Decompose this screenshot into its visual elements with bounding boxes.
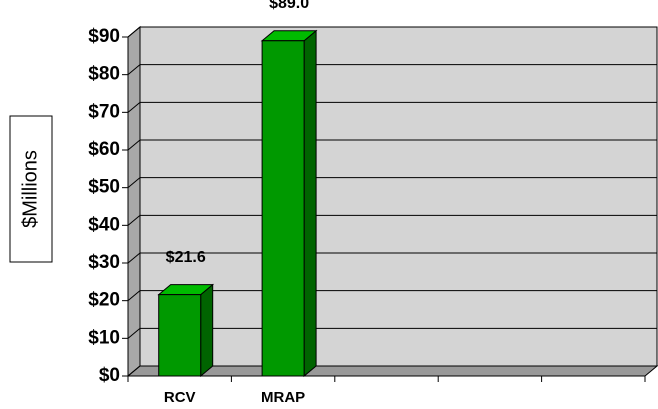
bar: [158, 294, 202, 377]
grid-line: [127, 64, 657, 76]
value-label: $89.0: [269, 0, 309, 12]
grid-line: [127, 290, 657, 302]
y-tick-label: $80: [88, 64, 120, 85]
bar-side: [303, 29, 317, 378]
bar-side: [200, 283, 214, 378]
y-tick-label: $70: [88, 101, 120, 122]
grid-line: [127, 26, 657, 38]
x-tick-label: RCV: [164, 389, 196, 406]
value-label: $21.6: [166, 249, 206, 266]
y-tick-label: $60: [88, 139, 120, 160]
grid-line: [127, 214, 657, 226]
y-tick-label: $0: [99, 365, 120, 386]
y-tick-label: $10: [88, 327, 120, 348]
grid-line: [127, 177, 657, 189]
y-label-box: [9, 115, 53, 263]
y-tick-label: $40: [88, 214, 120, 235]
grid-line: [127, 365, 657, 377]
grid-line: [127, 101, 657, 113]
y-axis-label: $Millions: [19, 150, 41, 228]
y-tick-label: $30: [88, 252, 120, 273]
bar: [261, 40, 305, 377]
back-wall: [139, 26, 658, 367]
grid-line: [127, 327, 657, 339]
grid-line: [127, 252, 657, 264]
y-tick-label: $20: [88, 290, 120, 311]
x-tick-label: MRAP: [261, 389, 305, 406]
side-wall: [127, 25, 141, 378]
y-tick-label: $90: [88, 26, 120, 47]
grid-line: [127, 139, 657, 151]
y-tick-label: $50: [88, 177, 120, 198]
